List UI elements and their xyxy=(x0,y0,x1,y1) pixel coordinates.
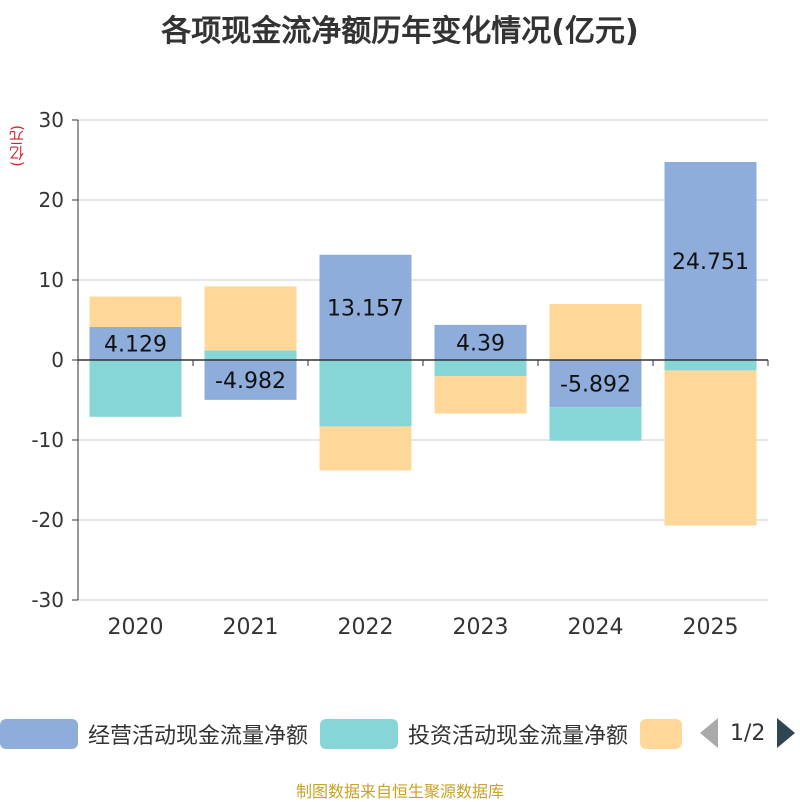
y-tick-label: -30 xyxy=(31,588,64,612)
y-tick-label: 0 xyxy=(51,348,64,372)
bar-investing-2025 xyxy=(664,360,757,371)
y-tick-label: -10 xyxy=(31,428,64,452)
bar-investing-2024 xyxy=(549,407,642,441)
legend-item-operating[interactable]: 经营活动现金流量净额 xyxy=(0,718,308,750)
x-tick-label-2024: 2024 xyxy=(568,615,624,640)
chart-title: 各项现金流净额历年变化情况(亿元) xyxy=(161,14,639,49)
legend-swatch-financing xyxy=(640,719,682,749)
prev-page-icon[interactable] xyxy=(700,718,718,748)
x-tick-label-2022: 2022 xyxy=(338,615,394,640)
legend-page-indicator: 1/2 xyxy=(730,720,766,746)
legend-label-investing: 投资活动现金流量净额 xyxy=(408,724,629,749)
y-tick-label: -20 xyxy=(31,508,64,532)
bar-operating-2022 xyxy=(319,254,412,360)
legend-swatch-operating xyxy=(0,719,78,749)
bar-operating-2023 xyxy=(434,324,527,360)
bar-operating-2021 xyxy=(204,360,297,400)
x-tick-label-2020: 2020 xyxy=(108,615,164,640)
legend-item-investing[interactable]: 投资活动现金流量净额 xyxy=(320,718,628,750)
x-tick-label-2021: 2021 xyxy=(223,615,279,640)
y-tick-label: 10 xyxy=(39,268,64,292)
y-tick-label: 20 xyxy=(39,188,64,212)
legend-item-financing[interactable] xyxy=(640,718,682,750)
chart-area: 30 20 10 0 -10 -20 -30 2020 2021 2022 2023 2024 2025… xyxy=(31,108,769,640)
legend-swatch-investing xyxy=(320,719,398,749)
data-label-2025: 24.751 xyxy=(672,250,749,275)
x-tick-label-2023: 2023 xyxy=(453,615,509,640)
legend: 经营活动现金流量净额 投资活动现金流量净额 1/2 xyxy=(0,712,800,756)
bar-operating-2020 xyxy=(89,326,182,360)
x-tick-label-2025: 2025 xyxy=(683,615,739,640)
next-page-icon[interactable] xyxy=(777,718,796,748)
data-label-2022: 13.157 xyxy=(327,296,404,321)
legend-pager: 1/2 xyxy=(700,718,796,748)
data-source-note: 制图数据来自恒生聚源数据库 xyxy=(295,782,504,801)
bar-financing-2023 xyxy=(434,376,527,414)
data-label-2024: -5.892 xyxy=(560,373,631,398)
data-label-2023: 4.39 xyxy=(456,331,505,356)
bar-investing-2022 xyxy=(319,360,412,427)
bar-operating-2025 xyxy=(664,161,757,360)
y-tick-label: 30 xyxy=(39,108,64,132)
bar-financing-2020 xyxy=(89,296,182,327)
bar-financing-2021 xyxy=(204,286,297,351)
bar-financing-2024 xyxy=(549,304,642,360)
bar-investing-2023 xyxy=(434,360,527,376)
bar-operating-2024 xyxy=(549,360,642,408)
bar-financing-2025 xyxy=(664,370,757,526)
data-label-2021: -4.982 xyxy=(215,369,286,394)
bar-investing-2020 xyxy=(89,360,182,417)
data-label-2020: 4.129 xyxy=(104,332,167,357)
bar-financing-2022 xyxy=(319,426,412,471)
legend-label-operating: 经营活动现金流量净额 xyxy=(88,724,309,749)
bar-investing-2021 xyxy=(204,350,297,360)
